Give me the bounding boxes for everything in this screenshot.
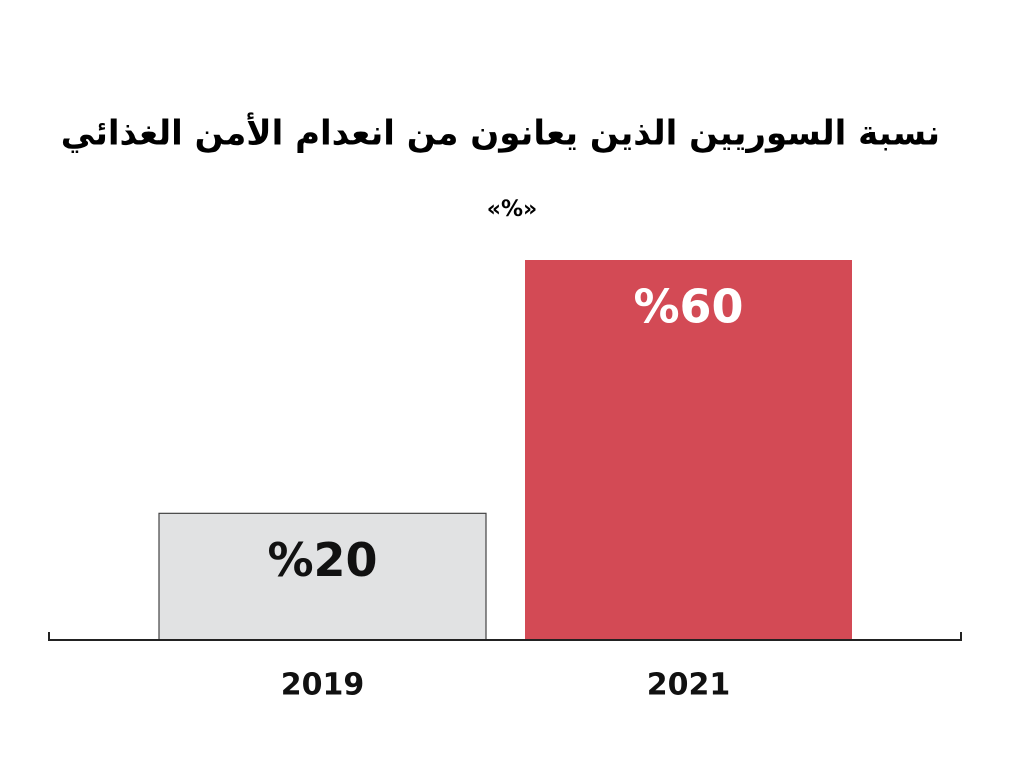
value-label: %20 <box>267 533 377 587</box>
x-tick-label: 2019 <box>281 668 365 703</box>
chart-title: نسبة السوريين الذين يعانون من انعدام الأ… <box>61 112 940 154</box>
x-tick-label: 2021 <box>647 668 731 703</box>
value-label: %60 <box>633 280 743 334</box>
axis <box>48 632 962 641</box>
bar <box>525 260 852 640</box>
chart-subtitle: «%» <box>487 197 537 222</box>
bar <box>158 512 487 641</box>
